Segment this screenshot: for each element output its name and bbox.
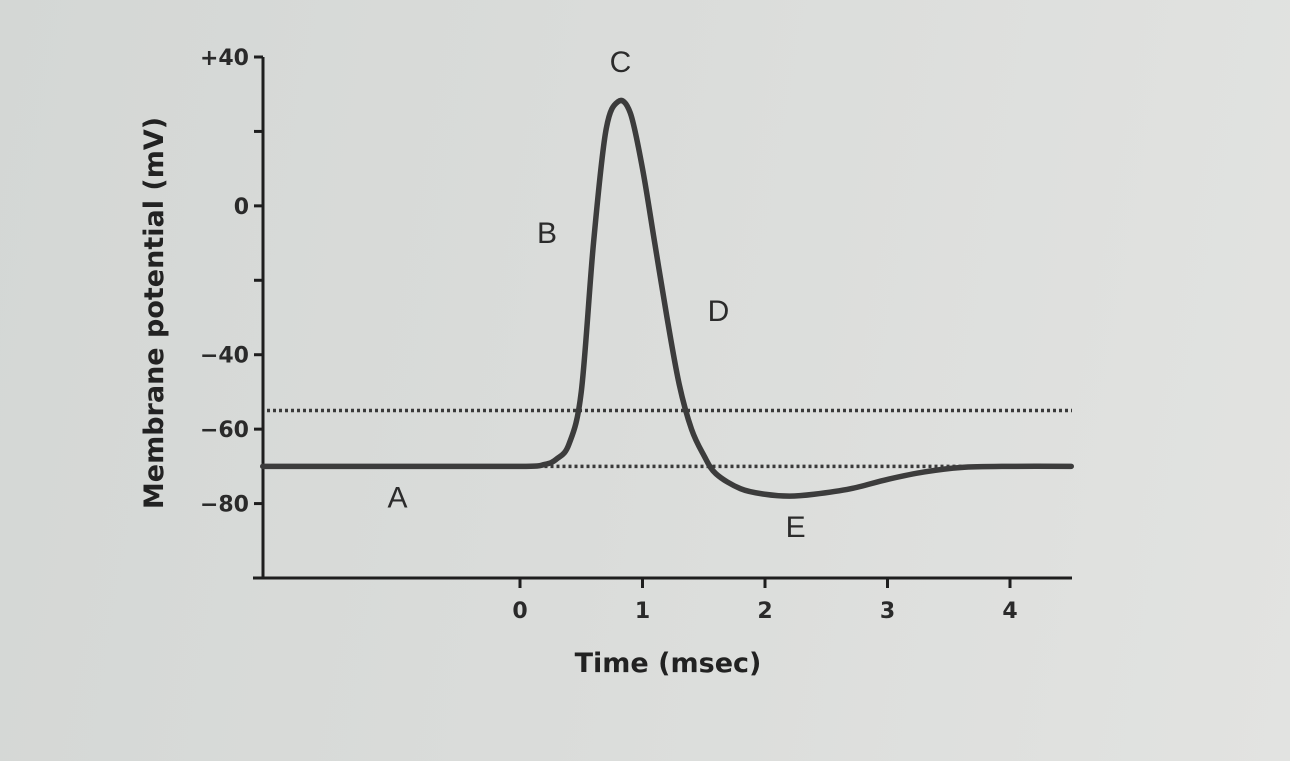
x-axis-title: Time (msec) [575,648,762,679]
annotation-label: A [387,481,407,514]
x-tick-label: 2 [757,599,772,624]
reference-lines [267,408,1072,469]
annotation-label: E [786,511,806,544]
membrane-potential-curve [260,97,1074,499]
y-axis-title: Membrane potential (mV) [139,117,170,509]
x-tick-label: 4 [1002,599,1017,624]
axes [253,55,1072,588]
y-tick-label: −40 [200,344,249,369]
y-tick-label: 0 [234,195,249,220]
y-tick-label: −80 [200,493,249,518]
tick-labels: +40 0 −40 −60 −80 0 1 2 3 4 [200,46,1018,624]
annotation-label: D [708,295,730,328]
y-tick-label: −60 [200,418,249,443]
data-series [260,97,1074,499]
annotations: A B C D E [387,46,805,544]
annotation-label: B [537,217,557,250]
x-tick-label: 0 [512,599,527,624]
y-tick-label: +40 [200,46,249,71]
annotation-label: C [610,46,632,79]
x-tick-label: 3 [880,599,895,624]
x-tick-label: 1 [635,599,650,624]
